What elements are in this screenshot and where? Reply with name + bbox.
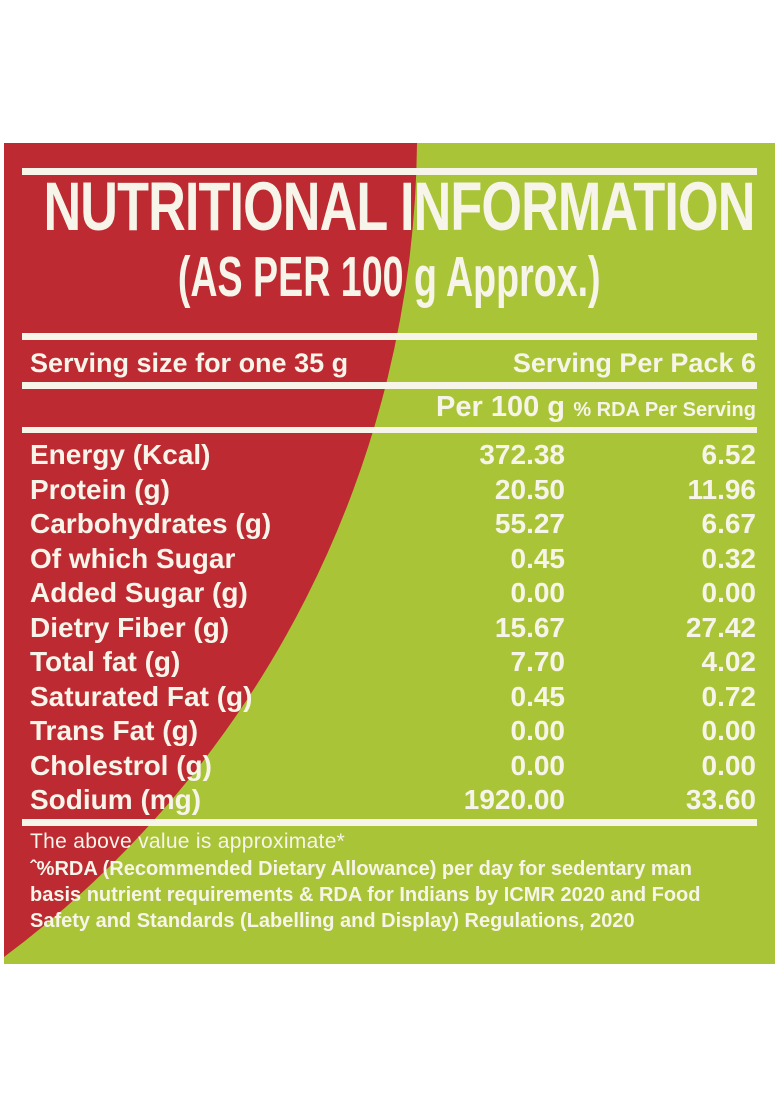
row-per100-value: 0.00 [510,577,566,609]
row-label: Protein (g) [30,473,170,505]
table-row: Sodium (mg) 1920.00 33.60 [4,783,775,818]
row-per100-value: 1920.00 [463,784,565,816]
row-rda-value: 6.67 [701,508,757,540]
row-rda-value: 11.96 [687,473,756,505]
table-row: Trans Fat (g) 0.00 0.00 [4,714,775,749]
row-label: Total fat (g) [30,646,181,678]
row-label: Energy (Kcal) [30,439,211,471]
row-rda-value: 0.00 [701,749,757,781]
row-per100-value: 0.00 [510,749,566,781]
row-per100-value: 372.38 [479,439,565,471]
table-row: Added Sugar (g) 0.00 0.00 [4,576,775,611]
row-label: Of which Sugar [30,542,236,574]
rda-footnote-line: ˆ%RDA (Recommended Dietary Allowance) pe… [30,858,693,880]
row-rda-value: 6.52 [701,439,757,471]
divider-below-table [22,819,757,826]
approximate-value-note: The above value is approximate* [30,830,346,853]
row-label: Sodium (mg) [30,784,202,816]
row-label: Carbohydrates (g) [30,508,272,540]
table-row: Energy (Kcal) 372.38 6.52 [4,438,775,473]
row-label: Saturated Fat (g) [30,680,253,712]
serving-info-row: Serving size for one 35 g Serving Per Pa… [4,347,775,379]
column-header-rda-per-serving: % RDA Per Serving [573,399,756,421]
divider-below-subtitle [22,333,757,340]
row-per100-value: 20.50 [494,473,565,505]
table-row: Total fat (g) 7.70 4.02 [4,645,775,680]
page-title: NUTRITIONAL INFORMATION [43,168,756,246]
row-per100-value: 0.45 [510,680,566,712]
row-rda-value: 27.42 [685,611,756,643]
table-row: Cholestrol (g) 0.00 0.00 [4,749,775,784]
row-rda-value: 0.00 [701,715,757,747]
row-label: Dietry Fiber (g) [30,611,230,643]
table-row: Saturated Fat (g) 0.45 0.72 [4,680,775,715]
table-row: Protein (g) 20.50 11.96 [4,473,775,508]
row-per100-value: 15.67 [494,611,565,643]
serving-size-label: Serving size for one 35 g [30,347,349,378]
divider-below-header [22,427,757,433]
row-rda-value: 0.00 [701,577,757,609]
nutrition-table: Energy (Kcal) 372.38 6.52 Protein (g) 20… [4,438,775,818]
rda-footnote: ˆ%RDA (Recommended Dietary Allowance) pe… [30,856,765,934]
row-per100-value: 0.45 [510,542,566,574]
rda-footnote-line: Safety and Standards (Labelling and Disp… [30,910,635,932]
row-label: Added Sugar (g) [30,577,248,609]
column-header-per-100g: Per 100 g [436,391,565,423]
subtitle-block: (AS PER 100 g Approx.) [4,245,775,309]
divider-below-serving [22,382,757,389]
serving-per-pack-label: Serving Per Pack 6 [512,347,756,378]
row-label: Trans Fat (g) [30,715,199,747]
label-content: NUTRITIONAL INFORMATION (AS PER 100 g Ap… [4,143,775,964]
row-label: Cholestrol (g) [30,749,212,781]
row-per100-value: 7.70 [510,646,566,678]
row-rda-value: 33.60 [685,784,756,816]
table-header-row: Per 100 g % RDA Per Serving [4,391,775,425]
red-green-split-background [4,143,417,957]
divider-top [22,168,757,175]
row-rda-value: 0.72 [701,680,757,712]
row-per100-value: 55.27 [494,508,565,540]
row-per100-value: 0.00 [510,715,566,747]
row-rda-value: 0.32 [701,542,757,574]
nutrition-label-panel: NUTRITIONAL INFORMATION (AS PER 100 g Ap… [4,143,775,964]
rda-footnote-line: basis nutrient requirements & RDA for In… [30,884,701,906]
table-row: Of which Sugar 0.45 0.32 [4,542,775,577]
table-row: Carbohydrates (g) 55.27 6.67 [4,507,775,542]
row-rda-value: 4.02 [701,646,757,678]
table-row: Dietry Fiber (g) 15.67 27.42 [4,611,775,646]
title-block: NUTRITIONAL INFORMATION [4,173,775,241]
page-subtitle: (AS PER 100 g Approx.) [178,244,601,309]
